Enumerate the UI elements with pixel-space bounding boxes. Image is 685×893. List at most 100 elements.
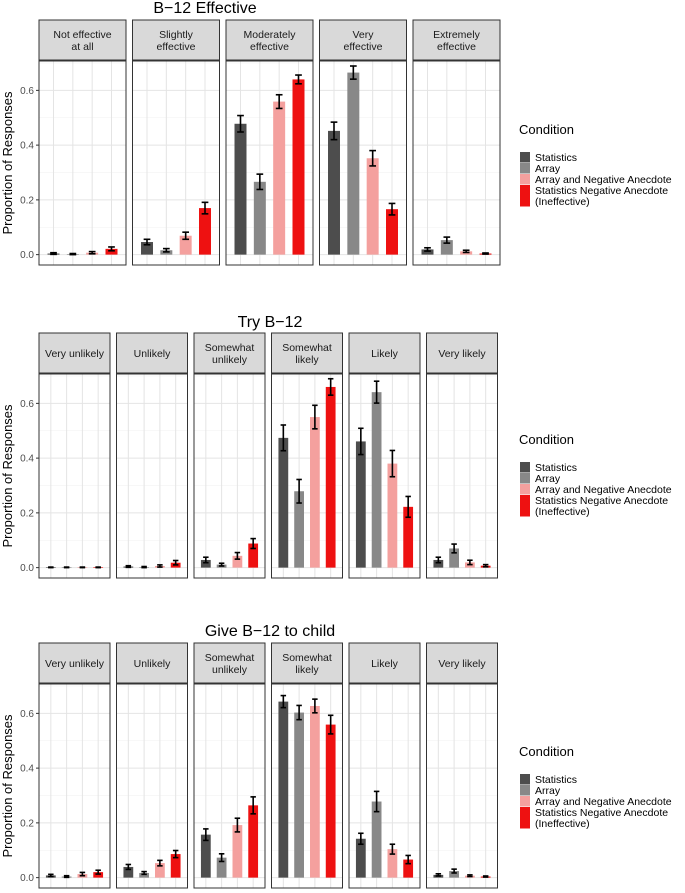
plot-background: [413, 61, 500, 265]
legend-label: Statistics Negative Anecdote: [535, 807, 668, 819]
bar: [179, 235, 192, 255]
bar: [93, 872, 104, 878]
facet-strip-label: Very unlikely: [45, 348, 105, 360]
bar: [139, 872, 150, 878]
bar: [278, 437, 289, 568]
facet-strip-label: effective: [157, 41, 196, 53]
legend-label: Array and Negative Anecdote: [535, 174, 672, 186]
facet-strip: [193, 332, 266, 374]
bar: [403, 506, 414, 568]
plot-background: [39, 374, 110, 578]
facet: Likely: [348, 332, 421, 579]
y-tick-label: 0.6: [20, 399, 34, 410]
legend-title: Condition: [519, 744, 574, 759]
bar: [386, 209, 398, 255]
facet-strip-label: likely: [295, 354, 319, 366]
y-tick-label: 0.4: [20, 141, 34, 152]
y-axis-label: Proportion of Responses: [0, 714, 15, 858]
plot-border: [426, 683, 498, 889]
plot-border: [38, 373, 111, 579]
y-tick-label: 0.4: [20, 454, 34, 465]
plot-border: [348, 683, 421, 889]
plot-border: [193, 373, 266, 579]
plot-background: [39, 684, 110, 888]
bar: [232, 825, 243, 878]
facet-strip-label: Not effective: [53, 29, 111, 41]
bar: [449, 871, 460, 878]
legend-label: Array and Negative Anecdote: [535, 484, 672, 496]
legend-label: Statistics: [535, 774, 577, 786]
y-tick-label: 0.2: [20, 508, 34, 519]
bar: [309, 705, 320, 878]
plot-background: [426, 684, 498, 888]
chart-title: Give B−12 to child: [205, 623, 335, 640]
facet-strip-label: likely: [295, 664, 319, 676]
facet-strip-label: at all: [71, 41, 93, 53]
bar: [328, 130, 340, 255]
facet-strip: [38, 19, 127, 61]
bar: [421, 249, 434, 255]
facet-strip: [225, 19, 314, 61]
plot-border: [116, 373, 188, 579]
bar: [387, 463, 398, 568]
legend-label: Array: [535, 473, 561, 485]
legend-label: Statistics Negative Anecdote: [535, 185, 668, 197]
panel-b12-effective: B−12 Effective Proportion of Responses 0.…: [0, 0, 672, 266]
bar: [273, 101, 286, 255]
facet-strip: [348, 642, 421, 684]
plot-border: [319, 60, 407, 266]
facet-strip-label: Somewhat: [282, 342, 332, 354]
bar: [278, 701, 289, 878]
legend-title: Condition: [519, 122, 574, 137]
facet-strip: [319, 19, 407, 61]
facet-strip: [132, 19, 220, 61]
facet-strip-label: Unlikely: [134, 658, 172, 670]
bar: [347, 72, 360, 255]
plot-border: [38, 683, 111, 889]
legend-swatch: [520, 484, 530, 495]
facet-strip-label: Likely: [371, 348, 399, 360]
bar: [105, 248, 118, 255]
bar: [123, 866, 134, 878]
facet: Likely: [348, 642, 421, 889]
y-tick-label: 0.0: [20, 873, 34, 884]
y-tick-label: 0.2: [20, 195, 34, 206]
legend-swatch: [520, 495, 530, 517]
y-tick-label: 0.2: [20, 818, 34, 829]
facet-strip-label: Likely: [371, 658, 399, 670]
bar: [232, 555, 243, 568]
bar: [355, 441, 366, 568]
facet-strip-label: effective: [437, 41, 476, 53]
plot-border: [348, 373, 421, 579]
y-tick-label: 0.0: [20, 563, 34, 574]
y-axis-label: Proportion of Responses: [0, 404, 15, 548]
facet: Very unlikely: [38, 332, 111, 579]
legend-label: Array: [535, 163, 561, 175]
plot-border: [116, 683, 188, 889]
facet-strip: [348, 332, 421, 374]
legend-swatch: [520, 774, 530, 785]
bar: [141, 242, 153, 255]
facet: Very unlikely: [38, 642, 111, 889]
facet-strip: [426, 642, 498, 684]
facet-strip-label: unlikely: [212, 354, 248, 366]
legend-title: Condition: [519, 432, 574, 447]
facet-strip-label: effective: [344, 41, 383, 53]
bar: [371, 801, 382, 878]
bar: [199, 208, 211, 255]
bar: [248, 805, 259, 878]
facet-strip: [271, 642, 343, 684]
bar: [440, 240, 453, 255]
bar: [371, 392, 382, 568]
facet: Very likely: [426, 332, 498, 579]
facet-strip-label: Slightly: [159, 29, 194, 41]
y-tick-label: 0.0: [20, 250, 34, 261]
facet-strip-label: Somewhat: [205, 652, 255, 664]
